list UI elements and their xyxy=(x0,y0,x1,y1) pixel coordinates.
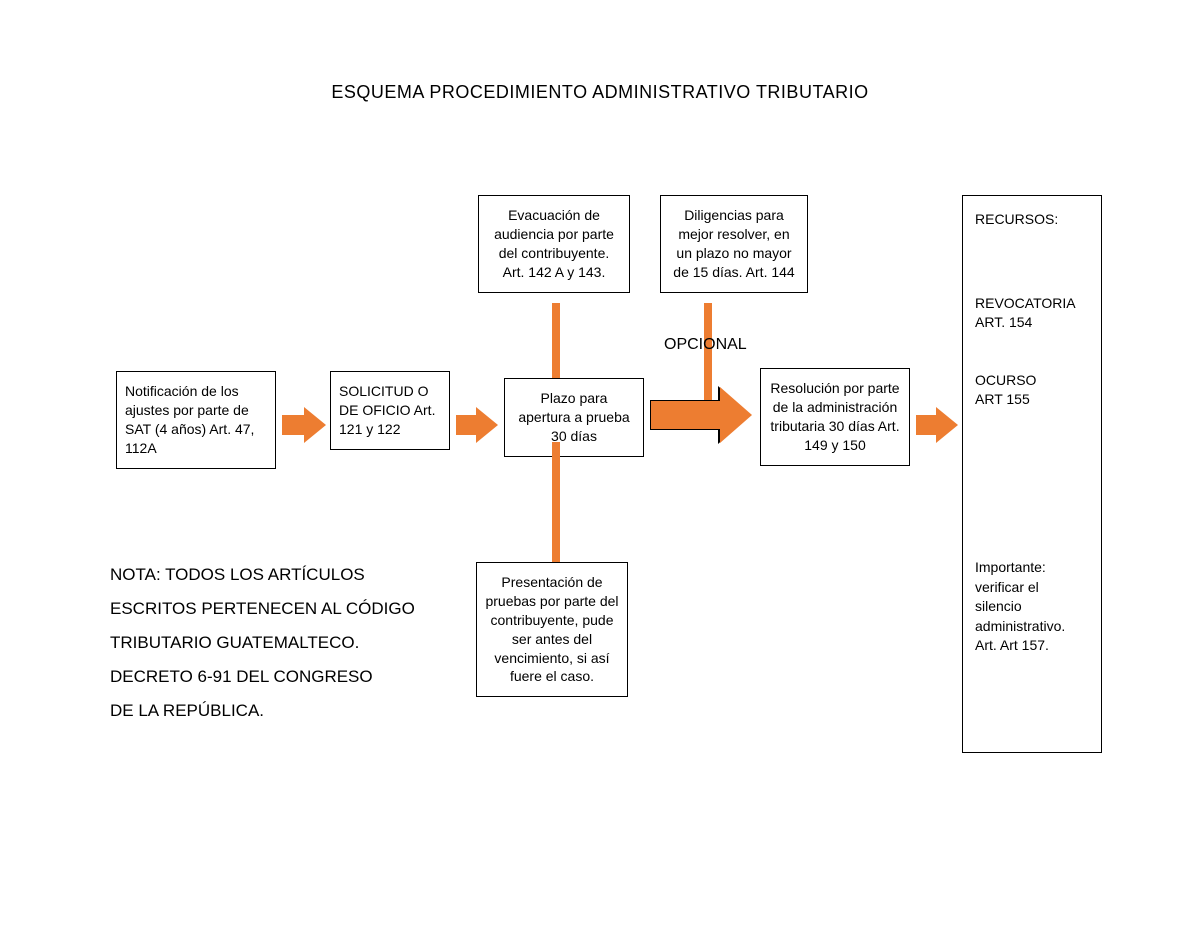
connector-plazo-present xyxy=(552,442,560,562)
node-resolucion: Resolución por parte de la administració… xyxy=(760,368,910,466)
arrow-big-body xyxy=(650,400,720,430)
arrow-4-body xyxy=(916,415,936,435)
node-solicitud: SOLICITUD O DE OFICIO Art. 121 y 122 xyxy=(330,371,450,450)
node-notificacion: Notificación de los ajustes por parte de… xyxy=(116,371,276,469)
arrow-big-head xyxy=(720,387,752,443)
recursos-importante: Importante: verificar el silencio admini… xyxy=(975,558,1089,656)
arrow-2-head xyxy=(476,407,498,443)
connector-evac-plazo xyxy=(552,303,560,378)
arrow-1-head xyxy=(304,407,326,443)
note-line1: NOTA: TODOS LOS ARTÍCULOS xyxy=(110,558,470,592)
arrow-4-head xyxy=(936,407,958,443)
node-plazo: Plazo para apertura a prueba 30 días xyxy=(504,378,644,457)
opcional-label: OPCIONAL xyxy=(664,336,747,354)
node-recursos: RECURSOS: REVOCATORIA ART. 154 OCURSO AR… xyxy=(962,195,1102,753)
note-line4: DECRETO 6-91 DEL CONGRESO xyxy=(110,660,470,694)
recursos-ocurso: OCURSO ART 155 xyxy=(975,371,1089,410)
arrow-2-body xyxy=(456,415,476,435)
note-text: NOTA: TODOS LOS ARTÍCULOS ESCRITOS PERTE… xyxy=(110,558,470,728)
note-line5: DE LA REPÚBLICA. xyxy=(110,694,470,728)
recursos-heading: RECURSOS: xyxy=(975,210,1089,230)
page-title: ESQUEMA PROCEDIMIENTO ADMINISTRATIVO TRI… xyxy=(0,82,1200,103)
note-line2: ESCRITOS PERTENECEN AL CÓDIGO xyxy=(110,592,470,626)
node-diligencias: Diligencias para mejor resolver, en un p… xyxy=(660,195,808,293)
note-line3: TRIBUTARIO GUATEMALTECO. xyxy=(110,626,470,660)
arrow-1-body xyxy=(282,415,304,435)
node-presentacion: Presentación de pruebas por parte del co… xyxy=(476,562,628,697)
recursos-revocatoria: REVOCATORIA ART. 154 xyxy=(975,294,1089,333)
node-evacuacion: Evacuación de audiencia por parte del co… xyxy=(478,195,630,293)
